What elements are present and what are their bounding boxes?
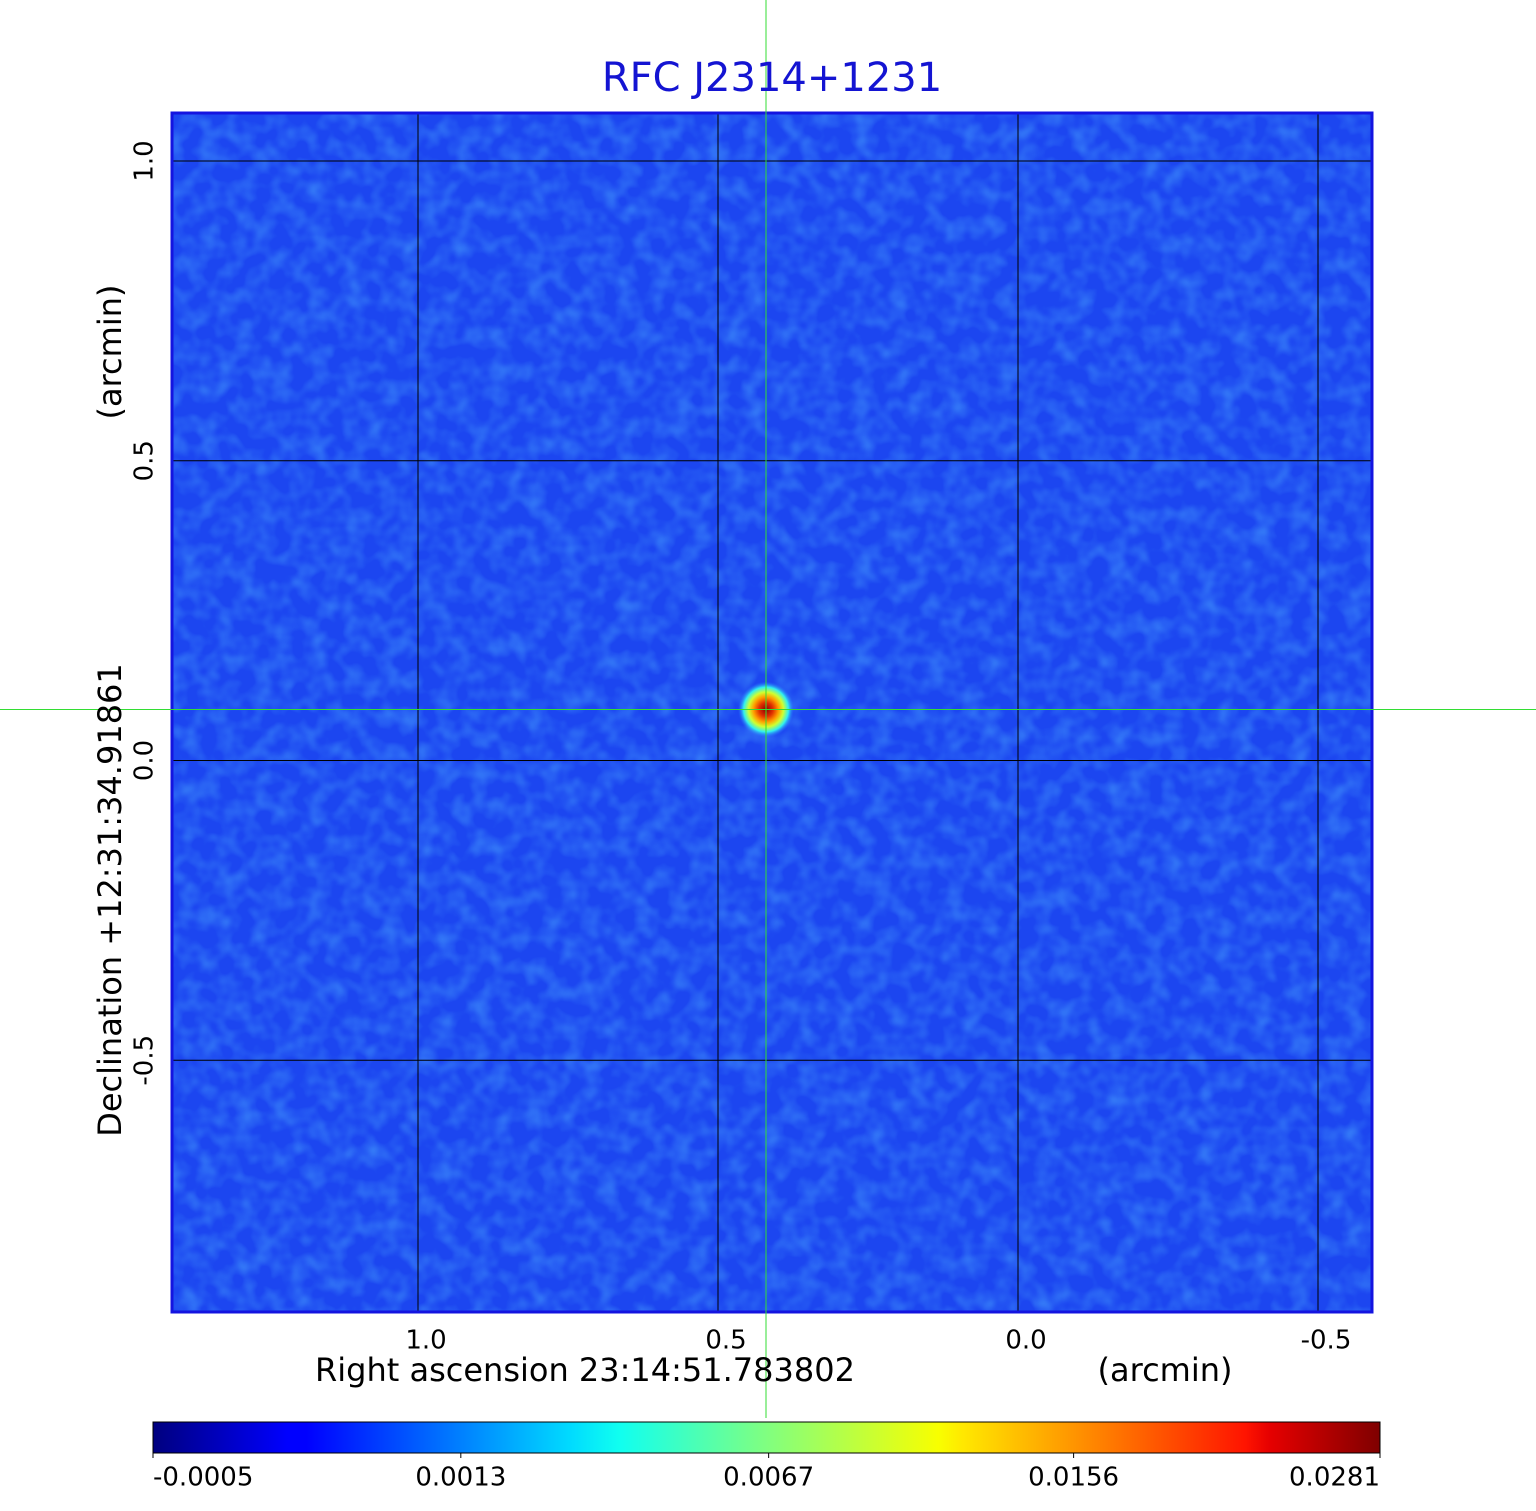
x-tick-label: -0.5 — [1301, 1326, 1352, 1356]
colorbar-tick-label: 0.0156 — [1028, 1463, 1119, 1493]
image-panel — [170, 111, 1374, 1314]
colorbar-tick-label: 0.0013 — [415, 1463, 506, 1493]
x-axis-title: Right ascension 23:14:51.783802 — [315, 1351, 855, 1389]
plot-frame — [170, 111, 1374, 1314]
y-axis-unit: (arcmin) — [91, 285, 129, 420]
y-tick-label: 1.0 — [130, 140, 160, 181]
y-tick-label: -0.5 — [130, 1035, 160, 1086]
x-tick-label: 1.0 — [405, 1326, 446, 1356]
x-tick-label: 0.5 — [705, 1326, 746, 1356]
colorbar-tick-label: -0.0005 — [153, 1463, 253, 1493]
colorbar-tick-label: 0.0281 — [1289, 1463, 1380, 1493]
colorbar-tick-label: 0.0067 — [723, 1463, 814, 1493]
x-axis-unit: (arcmin) — [1098, 1351, 1233, 1389]
y-tick-label: 0.5 — [130, 440, 160, 481]
x-tick-label: 0.0 — [1005, 1326, 1046, 1356]
y-axis-title: Declination +12:31:34.91861 — [91, 663, 129, 1137]
chart-title: RFC J2314+1231 — [602, 55, 942, 101]
colorbar — [152, 1421, 1381, 1454]
y-tick-label: 0.0 — [130, 740, 160, 781]
